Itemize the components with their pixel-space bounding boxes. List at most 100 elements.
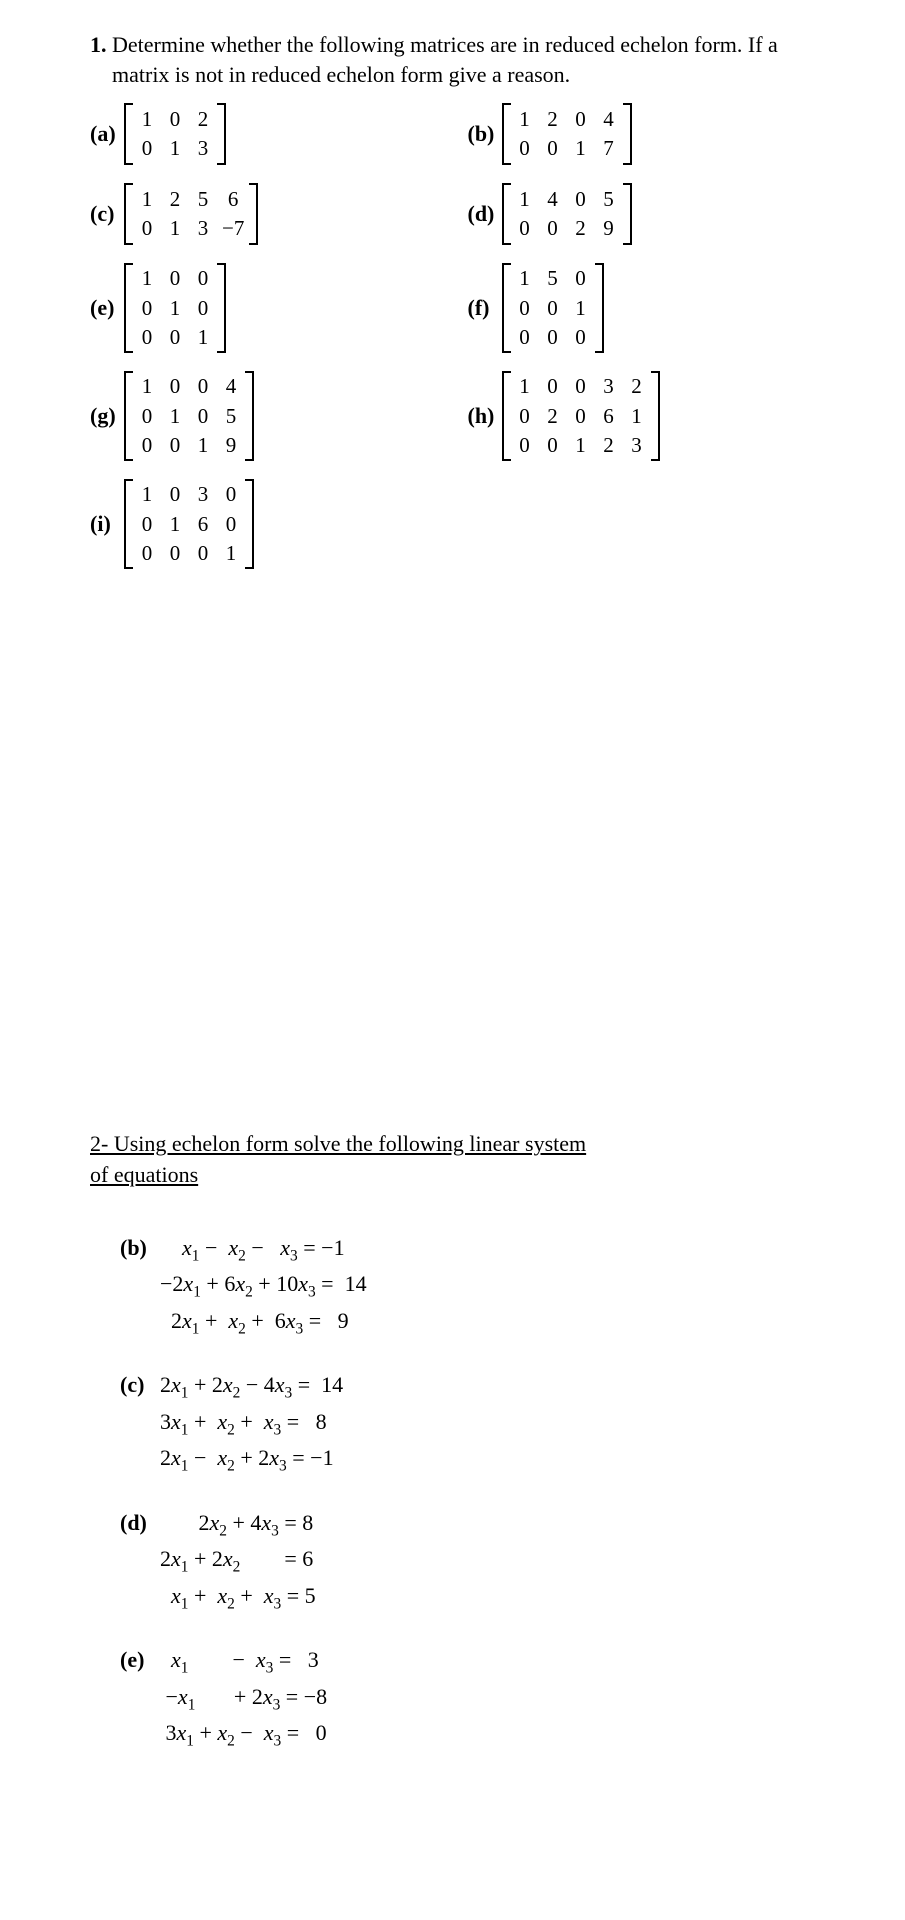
equation-row: x1 + x2 + x3 = 5 <box>160 1579 316 1616</box>
equation-lhs: −x1 + 2x3 <box>160 1680 280 1717</box>
equation-row: x1 − x2 − x3 = −1 <box>160 1231 367 1268</box>
matrix-body: 1256013−7 <box>134 184 248 245</box>
matrix-cell: 5 <box>544 265 562 292</box>
system-block: (c)2x1 + 2x2 − 4x3 = 143x1 + x2 + x3 = 8… <box>120 1368 835 1478</box>
equation-rhs: 14 <box>316 1368 344 1405</box>
right-bracket-icon <box>622 183 632 245</box>
left-bracket-icon <box>124 103 134 165</box>
matrix-cell: 0 <box>516 135 534 162</box>
system-label: (d) <box>120 1510 160 1536</box>
matrix-cell: 0 <box>572 186 590 213</box>
matrix-cell: 0 <box>138 215 156 242</box>
equation-eq: = <box>279 1542 302 1579</box>
equation-row: 2x2 + 4x3 = 8 <box>160 1506 316 1543</box>
q1-part: (g) 100401050019 <box>90 371 458 461</box>
matrix-cell: 0 <box>138 324 156 351</box>
q2-header: 2- Using echelon form solve the followin… <box>90 1129 835 1191</box>
matrix-cell: 0 <box>544 215 562 242</box>
equation-rhs: 8 <box>305 1405 327 1442</box>
matrix-cell: 5 <box>222 403 240 430</box>
right-bracket-icon <box>244 479 254 569</box>
equation-row: 2x1 + 2x2 = 6 <box>160 1542 316 1579</box>
matrix-body: 14050029 <box>512 184 622 245</box>
matrix-cell: 1 <box>516 373 534 400</box>
matrix-cell: 5 <box>600 186 618 213</box>
q1-part: (e) 100010001 <box>90 263 458 353</box>
matrix-cell: 2 <box>544 106 562 133</box>
matrix-cell: 6 <box>222 186 244 213</box>
equation-lhs: x1 + x2 + x3 <box>160 1579 281 1616</box>
matrix-cell: 3 <box>628 432 646 459</box>
matrix-cell: 0 <box>138 432 156 459</box>
equation-lhs: 2x1 + 2x2 <box>160 1542 279 1579</box>
right-bracket-icon <box>650 371 660 461</box>
matrix-cell: 0 <box>166 265 184 292</box>
matrix-cell: 0 <box>194 265 212 292</box>
matrix-cell: 0 <box>222 511 240 538</box>
q1-part: (d) 14050029 <box>468 183 836 245</box>
q1-parts-grid: (a) 102013 (b) 12040017 (c) 1256013−7 (d… <box>90 103 835 569</box>
equation-eq: = <box>281 1405 304 1442</box>
q1-number: 1. <box>90 32 107 57</box>
matrix-cell: 0 <box>516 432 534 459</box>
matrix-body: 150001000 <box>512 263 594 353</box>
matrix-cell: 0 <box>194 373 212 400</box>
equation-rhs: −1 <box>310 1441 333 1478</box>
matrix: 12040017 <box>502 103 632 165</box>
right-bracket-icon <box>248 183 258 245</box>
matrix-cell: 0 <box>516 215 534 242</box>
matrix-cell: 0 <box>516 403 534 430</box>
matrix-cell: 0 <box>544 135 562 162</box>
equation-rhs: 6 <box>302 1542 313 1579</box>
system-block: (d) 2x2 + 4x3 = 82x1 + 2x2 = 6 x1 + x2 +… <box>120 1506 835 1616</box>
matrix-cell: 3 <box>194 135 212 162</box>
matrix-body: 102013 <box>134 104 216 165</box>
matrix-cell: 0 <box>194 540 212 567</box>
matrix-cell: 0 <box>572 403 590 430</box>
matrix-cell: 0 <box>572 265 590 292</box>
part-label: (d) <box>468 201 502 227</box>
matrix-cell: 1 <box>572 295 590 322</box>
q1-header: 1. Determine whether the following matri… <box>90 30 835 89</box>
equation-lhs: x1 − x3 <box>160 1643 273 1680</box>
equation-row: 3x1 + x2 − x3 = 0 <box>160 1716 327 1753</box>
matrix-cell: 0 <box>138 135 156 162</box>
matrix-cell: 1 <box>138 186 156 213</box>
equation-row: 2x1 + x2 + 6x3 = 9 <box>160 1304 367 1341</box>
matrix-cell: 1 <box>628 403 646 430</box>
matrix-cell: 1 <box>166 403 184 430</box>
equation-eq: = <box>273 1643 296 1680</box>
matrix-cell: 0 <box>138 295 156 322</box>
system-label: (e) <box>120 1647 160 1673</box>
q1-part: (c) 1256013−7 <box>90 183 458 245</box>
equation-row: x1 − x3 = 3 <box>160 1643 327 1680</box>
matrix-cell: 0 <box>166 432 184 459</box>
part-label: (a) <box>90 121 124 147</box>
matrix: 100320206100123 <box>502 371 660 461</box>
matrix-body: 12040017 <box>512 104 622 165</box>
matrix: 14050029 <box>502 183 632 245</box>
part-label: (c) <box>90 201 124 227</box>
matrix-cell: 1 <box>138 265 156 292</box>
equation-eq: = <box>281 1579 304 1616</box>
equation-row: −x1 + 2x3 = −8 <box>160 1680 327 1717</box>
matrix-cell: 1 <box>166 215 184 242</box>
matrix-cell: 1 <box>166 135 184 162</box>
matrix-cell: 0 <box>194 295 212 322</box>
left-bracket-icon <box>124 183 134 245</box>
equation-row: 2x1 − x2 + 2x3 = −1 <box>160 1441 343 1478</box>
left-bracket-icon <box>502 183 512 245</box>
matrix-cell: 1 <box>194 432 212 459</box>
equation-eq: = <box>316 1267 339 1304</box>
equation-eq: = <box>279 1506 302 1543</box>
left-bracket-icon <box>502 371 512 461</box>
matrix-body: 100320206100123 <box>512 371 650 461</box>
matrix: 1256013−7 <box>124 183 258 245</box>
matrix: 150001000 <box>502 263 604 353</box>
matrix-cell: 1 <box>572 135 590 162</box>
matrix-cell: −7 <box>222 215 244 242</box>
right-bracket-icon <box>244 371 254 461</box>
equation-rhs: 5 <box>305 1579 316 1616</box>
matrix-cell: 1 <box>516 265 534 292</box>
right-bracket-icon <box>622 103 632 165</box>
